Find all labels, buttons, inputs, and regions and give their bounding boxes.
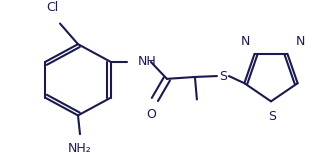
Text: NH₂: NH₂ <box>68 142 92 155</box>
Text: NH: NH <box>138 54 157 68</box>
Text: N: N <box>241 35 251 48</box>
Text: S: S <box>268 110 276 123</box>
Text: O: O <box>146 108 156 121</box>
Text: N: N <box>296 35 305 48</box>
Text: S: S <box>219 70 227 83</box>
Text: Cl: Cl <box>46 1 58 14</box>
